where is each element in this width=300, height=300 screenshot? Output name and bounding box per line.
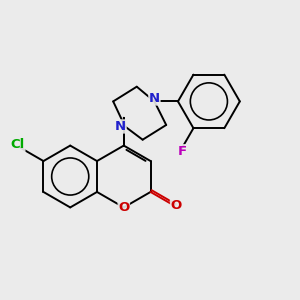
Text: O: O [170,200,182,212]
Text: F: F [177,145,186,158]
Text: Cl: Cl [11,139,25,152]
Text: O: O [118,201,129,214]
Text: N: N [115,120,126,133]
Text: N: N [149,92,160,105]
